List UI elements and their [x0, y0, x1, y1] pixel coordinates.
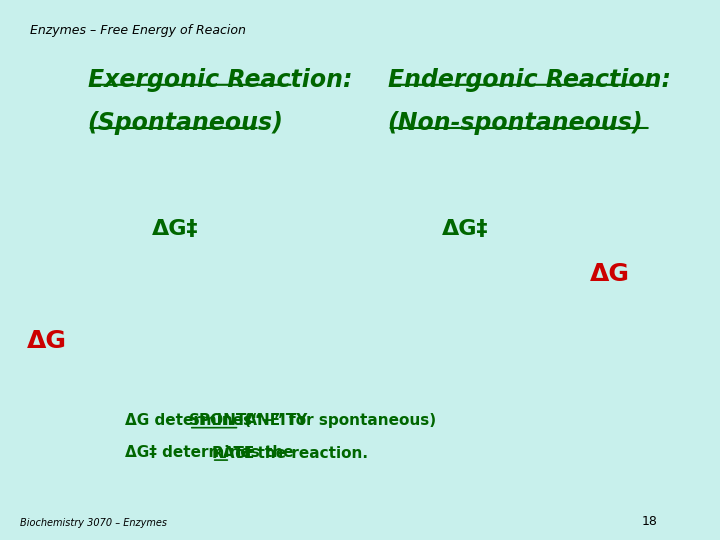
Text: ΔG: ΔG	[590, 262, 630, 286]
Text: ΔG‡: ΔG‡	[441, 219, 488, 239]
Text: Endergonic Reaction:: Endergonic Reaction:	[387, 68, 670, 91]
Text: SPONTANEITY: SPONTANEITY	[189, 413, 308, 428]
Text: ΔG‡: ΔG‡	[152, 219, 198, 239]
Text: (“−” for spontaneous): (“−” for spontaneous)	[239, 413, 436, 428]
Text: Exergonic Reaction:: Exergonic Reaction:	[88, 68, 352, 91]
Text: ΔG determines: ΔG determines	[125, 413, 257, 428]
Text: ΔG: ΔG	[27, 329, 67, 353]
Text: of the reaction.: of the reaction.	[230, 446, 368, 461]
Text: ΔG‡ determines the: ΔG‡ determines the	[125, 446, 299, 461]
Text: Enzymes – Free Energy of Reacion: Enzymes – Free Energy of Reacion	[30, 24, 246, 37]
Text: (Non-spontaneous): (Non-spontaneous)	[387, 111, 643, 134]
Text: Biochemistry 3070 – Enzymes: Biochemistry 3070 – Enzymes	[20, 518, 167, 528]
Text: RATE: RATE	[212, 446, 255, 461]
Text: 18: 18	[642, 515, 657, 528]
Text: (Spontaneous): (Spontaneous)	[88, 111, 284, 134]
